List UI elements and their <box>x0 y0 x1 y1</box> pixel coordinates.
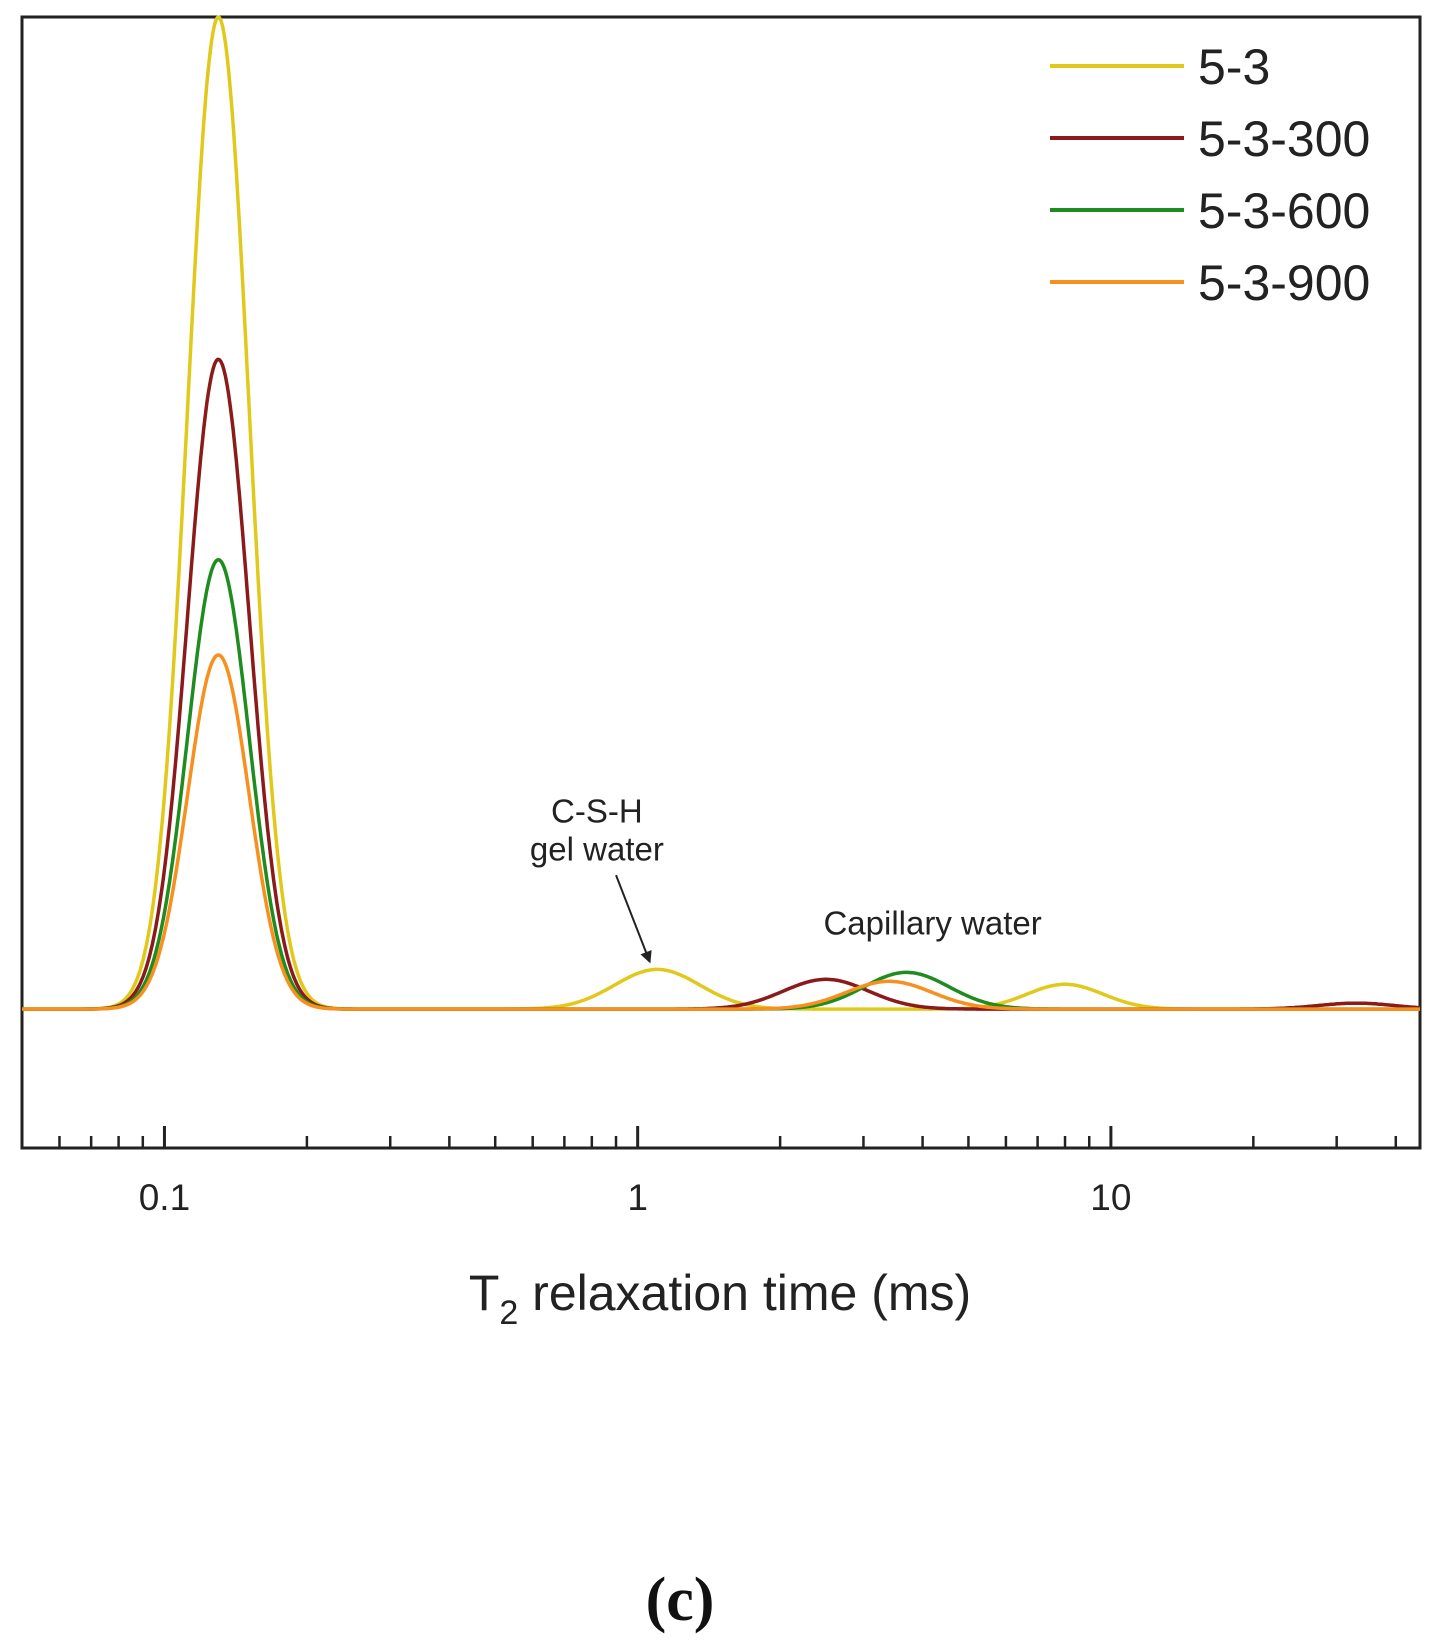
panel-label: (c) <box>646 1566 715 1634</box>
series-line-5-3-900 <box>21 653 1421 1011</box>
x-axis-title-subscript: 2 <box>499 1294 518 1332</box>
x-tick-label: 1 <box>627 1177 648 1218</box>
x-major-ticks: 0.1 1 10 <box>139 1126 1131 1218</box>
x-axis-title-rest: relaxation time (ms) <box>518 1265 971 1321</box>
x-axis-title: T2 relaxation time (ms) <box>469 1265 971 1332</box>
x-minor-ticks <box>20 1136 1398 1148</box>
legend-label: 5-3-300 <box>1198 111 1370 167</box>
series-layer <box>21 15 1421 1011</box>
annotation-text: gel water <box>530 831 664 868</box>
x-tick-label: 0.1 <box>139 1177 190 1218</box>
legend-label: 5-3 <box>1198 39 1270 95</box>
legend-label: 5-3-600 <box>1198 183 1370 239</box>
annotation-arrow <box>615 874 652 964</box>
series-line-5-3-600 <box>21 558 1421 1011</box>
annotation-text: C-S-H <box>551 793 643 830</box>
legend: 5-3 5-3-300 5-3-600 5-3-900 <box>1050 39 1370 311</box>
x-tick-label: 10 <box>1090 1177 1131 1218</box>
legend-label: 5-3-900 <box>1198 255 1370 311</box>
annotation-text: Capillary water <box>823 905 1041 942</box>
plot-frame <box>20 15 1422 1150</box>
